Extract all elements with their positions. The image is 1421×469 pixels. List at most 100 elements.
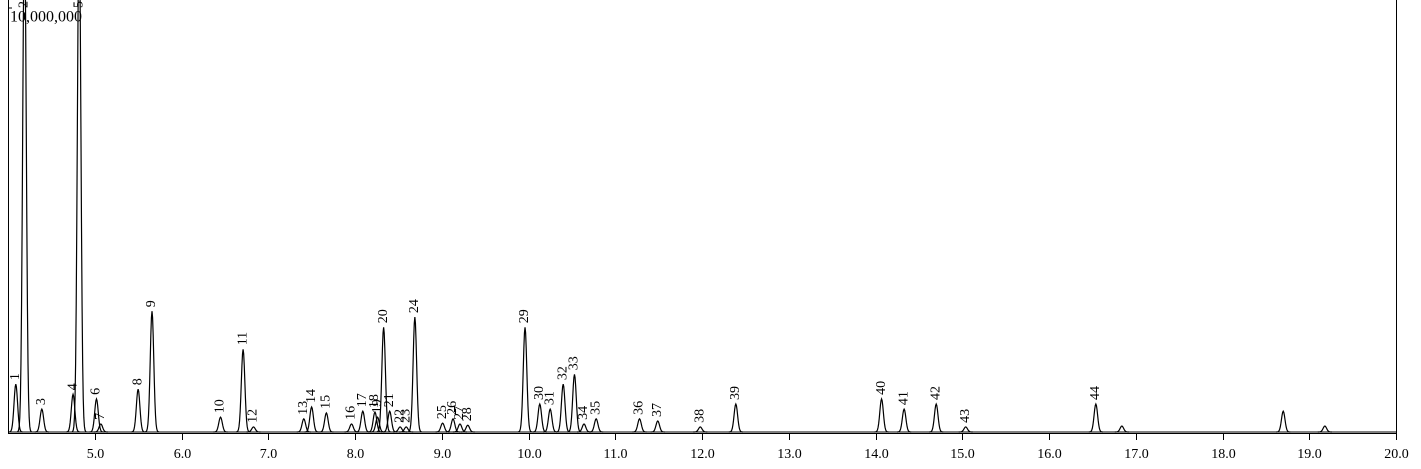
peak [532,402,547,433]
peak-label: 41 [896,391,911,405]
peak-label: 8 [130,378,145,385]
peak-label: 13 [296,401,311,415]
peak-label: 43 [958,409,973,423]
peak-label: 44 [1088,386,1103,400]
peak-label: 21 [382,393,397,407]
peak [399,426,414,433]
peak-label: 17 [355,393,370,407]
peak [576,423,592,433]
x-tick-label: 18.0 [1211,447,1236,462]
peak [296,417,311,433]
peak-label: 29 [517,309,532,323]
peak-label: 38 [693,409,708,423]
x-tick-label: 11.0 [604,447,628,462]
peak [17,0,32,433]
peak-label: 32 [555,366,570,380]
peak [1114,425,1129,433]
peak-label: 1 [8,373,23,380]
peak [728,402,743,433]
peak [319,411,334,433]
peak-label: 4 [65,383,80,390]
peak [897,407,912,433]
peak-label: 20 [376,309,391,323]
peak [131,389,146,433]
peak [543,407,558,433]
peak [632,417,647,433]
peak [8,383,23,433]
peak-label: 11 [235,332,250,345]
peak [874,396,889,433]
peak [34,407,49,433]
peak-label: 15 [319,395,334,409]
peak [370,416,385,433]
peak-label: 12 [246,409,261,423]
peak [235,349,251,433]
peak-label: 18 [367,394,382,408]
peak [929,402,944,433]
peak-label: 42 [928,386,943,400]
peak-label: 40 [874,381,889,395]
peak [460,424,475,433]
peak-label: 24 [407,299,422,313]
peak-label: 31 [542,391,557,405]
peak [435,422,450,433]
peak-label: 7 [93,413,108,420]
peak-label: 2 [17,1,32,8]
peak-label: 37 [650,403,665,417]
peak-label: 16 [344,406,359,420]
peak-label: 34 [576,406,591,420]
peak [958,426,973,433]
peak-label: 36 [632,401,647,415]
y-tick-label: 10,000,000 [10,9,82,26]
peak-label: 22 [392,409,407,423]
peak-label: 14 [304,389,319,403]
peak [213,416,228,433]
peak-label: 25 [435,405,450,419]
peak [556,383,571,433]
peak [367,410,383,433]
peak [589,417,604,433]
peak-label: 26 [445,401,460,415]
peak [567,374,582,433]
peak [93,423,108,433]
x-tick-label: 8.0 [347,447,365,462]
x-tick-label: 7.0 [260,447,278,462]
peak-label: 23 [398,409,413,423]
peak [246,426,261,433]
peak-label: 27 [452,406,467,420]
peak [1317,425,1332,433]
peak-label: 10 [213,399,228,413]
peak [1276,409,1291,433]
peak [1088,402,1103,433]
x-tick-label: 17.0 [1124,447,1149,462]
peak [89,396,104,433]
trace-label: TIC [1369,0,1392,2]
peak [445,417,461,433]
peak-label: 33 [567,356,582,370]
peak-label: 5 [71,1,86,8]
x-tick-label: 14.0 [864,447,889,462]
peak [355,409,370,433]
x-tick-label: 20.0 [1384,447,1409,462]
x-tick-label: 12.0 [690,447,715,462]
x-tick-label: 9.0 [434,447,452,462]
peak [344,423,359,433]
peak [304,405,319,433]
x-tick-label: 16.0 [1037,447,1062,462]
peak-label: 9 [144,300,159,307]
peak-label: 3 [34,398,49,405]
x-tick-label: 19.0 [1297,447,1322,462]
peak-label: 39 [728,386,743,400]
peak-label: 19 [370,399,385,413]
peak-label: 28 [460,407,475,421]
peak [452,423,468,433]
x-tick-label: 13.0 [777,447,802,462]
x-tick-label: 10.0 [517,447,542,462]
x-tick-label: 6.0 [174,447,192,462]
peak-label: 30 [532,386,547,400]
peak [393,426,408,433]
x-tick-label: 15.0 [950,447,975,462]
peak [65,392,81,433]
peak [407,317,423,433]
